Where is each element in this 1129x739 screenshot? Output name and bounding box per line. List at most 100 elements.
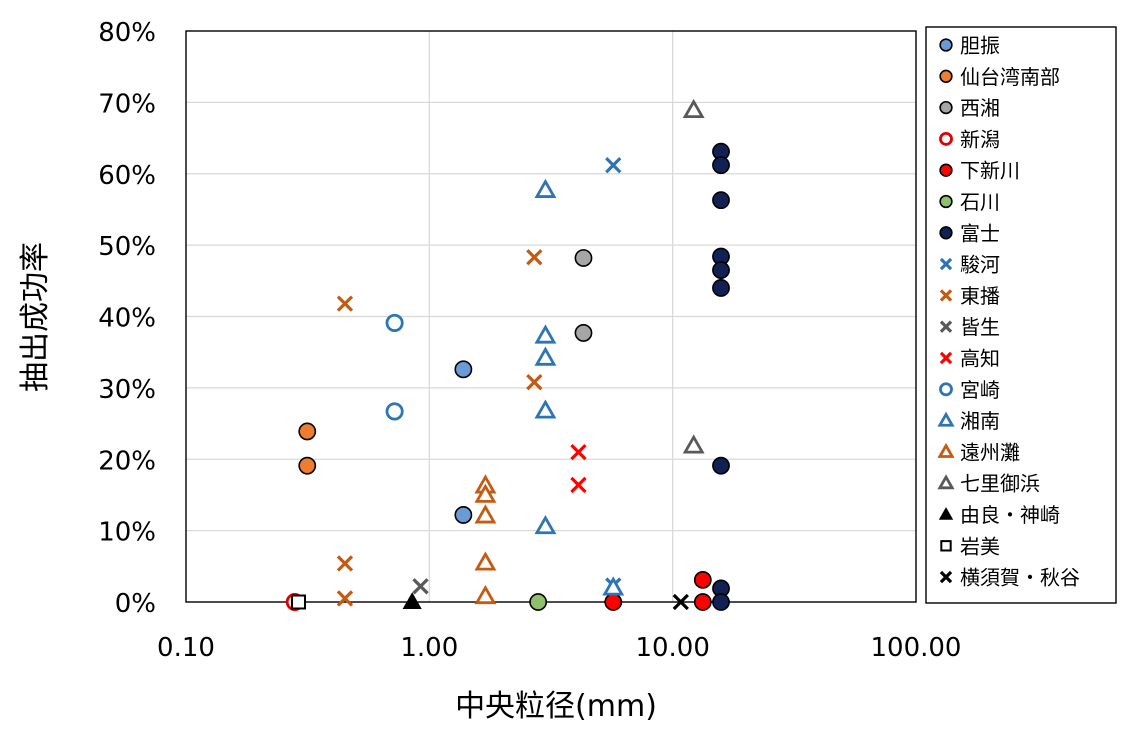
legend-marker (937, 442, 955, 458)
data-point (385, 402, 404, 421)
data-point (534, 324, 557, 344)
legend-marker (939, 226, 953, 240)
legend-label: 遠州灘 (960, 440, 1020, 464)
y-tick-label: 60% (98, 161, 156, 191)
data-point (474, 483, 497, 503)
gridlines (186, 31, 916, 602)
data-point (712, 456, 730, 475)
y-tick-label: 10% (98, 518, 156, 548)
data-point (682, 98, 705, 119)
legend-marker (939, 570, 953, 584)
data-point (474, 584, 497, 605)
legend-marker (939, 194, 953, 209)
legend-marker (939, 69, 953, 83)
data-point (336, 295, 354, 312)
data-point (602, 576, 625, 596)
legend-marker (940, 540, 952, 552)
legend-label: 駿河 (960, 253, 1000, 277)
data-point (534, 178, 557, 198)
legend-label: 高知 (960, 347, 1000, 371)
data-point (534, 346, 557, 366)
data-point (574, 324, 593, 342)
data-point (298, 456, 317, 475)
y-tick-label: 70% (98, 89, 156, 119)
data-point (693, 593, 712, 611)
legend-label: 下新川 (960, 159, 1020, 183)
legend-label: 東播 (960, 284, 1000, 308)
data-point (529, 593, 548, 611)
legend-marker (939, 257, 953, 271)
data-point (412, 578, 429, 595)
legend-label: 岩美 (960, 534, 1000, 558)
legend-label: 富士 (960, 221, 1000, 245)
legend-label: 新潟 (960, 127, 1000, 151)
legend-marker (939, 382, 953, 397)
plot-area-border (185, 30, 917, 603)
y-tick-label: 50% (98, 232, 156, 262)
legend-label: 横須賀・秋谷 (960, 566, 1080, 590)
data-point (402, 592, 422, 610)
data-point (712, 279, 730, 297)
legend-box (925, 26, 1117, 604)
x-tick-label: 10.00 (635, 633, 709, 663)
legend-label: 西湘 (960, 96, 1000, 120)
x-tick-label: 100.00 (871, 633, 962, 663)
tick-labels: 0% 10% 20% 30% 40% 50% 60% 70% 80% 0.10 1.00 10.00 1… (98, 18, 961, 663)
data-point (534, 514, 557, 535)
data-point (454, 506, 473, 524)
legend-label: 仙台湾南部 (960, 65, 1060, 89)
y-axis-title: 抽出成功率 (18, 242, 53, 392)
x-axis-title: 中央粒径(mm) (455, 689, 657, 724)
y-tick-label: 40% (98, 304, 156, 334)
legend-label: 石川 (960, 190, 1000, 214)
data-point (712, 261, 730, 280)
x-tick-label: 1.00 (400, 633, 458, 663)
data-point (291, 594, 306, 610)
data-point (712, 191, 730, 210)
data-point (454, 360, 473, 379)
legend-marker (939, 100, 953, 115)
data-point (570, 476, 587, 494)
legend-label: 由良・神崎 (960, 503, 1060, 527)
y-tick-label: 20% (98, 446, 156, 476)
data-point (336, 590, 354, 607)
legend-marker (939, 38, 953, 52)
data-point (574, 249, 593, 267)
legend-marker (937, 411, 955, 427)
legend-label: 七里御浜 (960, 472, 1040, 496)
data-point (474, 504, 497, 524)
data-point (712, 593, 730, 611)
data-point (336, 555, 354, 572)
legend-marker (937, 474, 955, 490)
data-point (298, 422, 317, 441)
data-point (526, 374, 543, 391)
data-point (526, 249, 543, 266)
data-point (693, 570, 712, 589)
legend-marker (939, 163, 953, 177)
legend-label: 湘南 (960, 409, 1000, 433)
data-point (534, 399, 557, 419)
legend-marker (939, 351, 953, 365)
legend-label: 皆生 (960, 315, 1000, 339)
legend-label: 胆振 (960, 34, 1000, 58)
legend-marker (939, 131, 953, 146)
y-tick-label: 0% (115, 589, 156, 619)
data-point (474, 551, 497, 571)
legend-marker (939, 320, 953, 333)
y-tick-label: 30% (98, 375, 156, 405)
data-point (712, 156, 730, 175)
data-point (682, 434, 705, 454)
data-point (604, 593, 623, 611)
legend-marker (939, 289, 953, 302)
legend: 胆振仙台湾南部西湘新潟下新川石川富士駿河東播皆生高知宮崎湘南遠州灘七里御浜由良・… (937, 34, 1080, 590)
data-points (285, 98, 730, 612)
legend-marker (938, 507, 954, 520)
y-tick-label: 80% (98, 18, 156, 48)
legend-label: 宮崎 (960, 378, 1000, 402)
data-point (385, 313, 404, 332)
data-point (570, 443, 587, 461)
data-point (605, 157, 622, 174)
x-tick-label: 0.10 (157, 633, 215, 663)
data-point (672, 593, 689, 611)
